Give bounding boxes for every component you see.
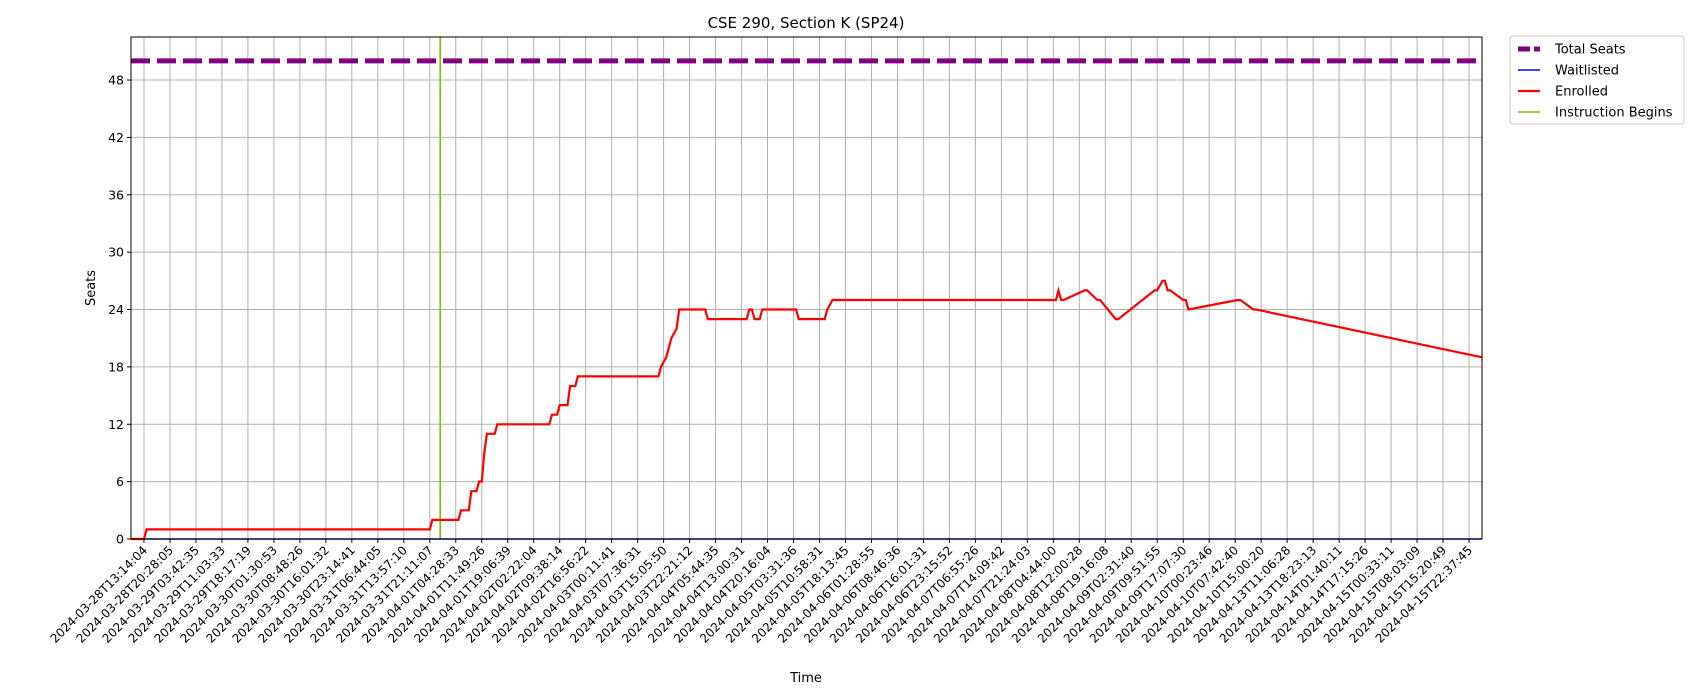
y-tick-label: 24 <box>108 302 124 317</box>
x-axis: 2024-03-28T13:14:042024-03-28T20:28:0520… <box>48 539 1475 646</box>
y-tick-label: 42 <box>108 130 124 145</box>
grid <box>131 37 1482 540</box>
legend: Total Seats Waitlisted Enrolled Instruction… <box>1509 35 1685 125</box>
y-tick-label: 48 <box>108 73 124 88</box>
plot-frame <box>130 36 1483 540</box>
chart-title: CSE 290, Section K (SP24) <box>708 14 905 32</box>
legend-label-enrolled: Enrolled <box>1555 85 1608 100</box>
y-axis: 0 6 12 18 24 30 36 42 48 <box>108 73 131 547</box>
series-enrolled-line <box>131 279 1483 541</box>
y-tick-label: 18 <box>108 359 124 374</box>
legend-label-total-seats: Total Seats <box>1554 43 1626 58</box>
y-tick-label: 30 <box>108 245 124 260</box>
legend-frame <box>1509 35 1685 125</box>
x-axis-label: Time <box>789 671 822 686</box>
legend-label-waitlisted: Waitlisted <box>1555 64 1619 79</box>
legend-label-instruction-begins: Instruction Begins <box>1555 106 1673 121</box>
y-axis-label: Seats <box>84 270 99 306</box>
y-tick-label: 36 <box>108 187 124 202</box>
y-tick-label: 12 <box>108 417 124 432</box>
y-tick-label: 6 <box>116 474 124 489</box>
y-tick-label: 0 <box>116 532 124 547</box>
